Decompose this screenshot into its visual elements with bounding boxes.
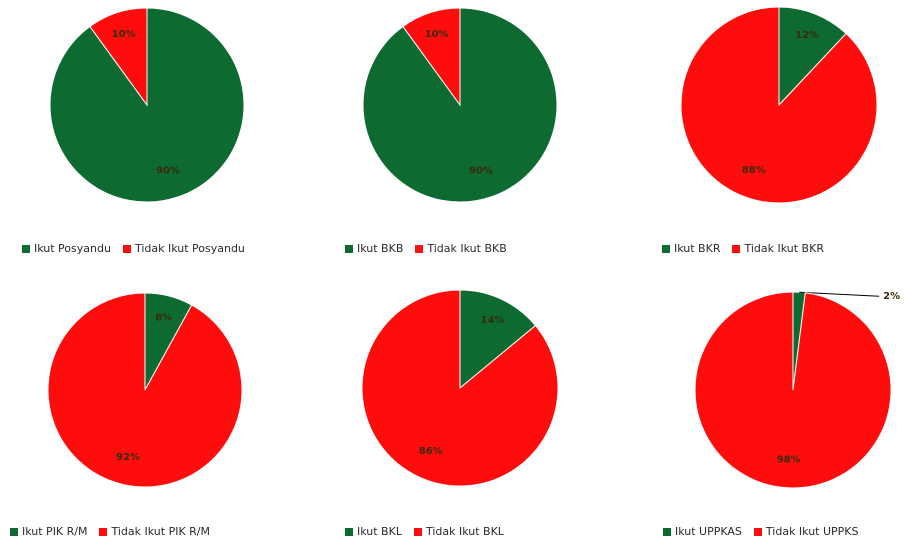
pie-slice-tidak bbox=[361, 289, 559, 487]
legend-swatch bbox=[10, 527, 18, 536]
legend-entry-tidak: Tidak Ikut Posyandu bbox=[122, 242, 245, 255]
pie-slice-tidak bbox=[402, 7, 461, 107]
legend-label: Ikut PIK R/M bbox=[22, 525, 88, 538]
legend-label: Ikut UPPKAS bbox=[675, 525, 742, 538]
legend-swatch bbox=[413, 527, 422, 536]
legend-entry-tidak: Tidak Ikut UPPKS bbox=[753, 525, 859, 538]
legend-entry-tidak: Tidak Ikut BKR bbox=[732, 242, 824, 255]
chart-legend: Ikut UPPKAS Tidak Ikut UPPKS bbox=[663, 525, 871, 538]
legend-label: Tidak Ikut BKB bbox=[427, 242, 507, 255]
pie-slice-tidak bbox=[89, 7, 148, 107]
legend-swatch bbox=[415, 244, 424, 253]
chart-legend: Ikut BKB Tidak Ikut BKB bbox=[345, 242, 519, 255]
slice-value-label: 90% bbox=[156, 166, 180, 177]
legend-entry-tidak: Tidak Ikut BKL bbox=[413, 525, 504, 538]
legend-swatch bbox=[663, 527, 671, 536]
slice-value-label: 8% bbox=[155, 313, 172, 324]
pie-slice-tidak bbox=[694, 291, 892, 489]
legend-swatch bbox=[753, 527, 762, 536]
legend-swatch bbox=[122, 244, 131, 253]
chart-legend: Ikut BKL Tidak Ikut BKL bbox=[345, 525, 516, 538]
slice-value-label: 14% bbox=[481, 315, 505, 326]
pie-slice-tidak bbox=[680, 6, 878, 204]
legend-label: Tidak Ikut PIK R/M bbox=[111, 525, 210, 538]
legend-label: Ikut BKL bbox=[357, 525, 402, 538]
legend-swatch bbox=[345, 244, 353, 253]
legend-label: Tidak Ikut Posyandu bbox=[134, 242, 245, 255]
pie-slice-ikut bbox=[459, 289, 537, 390]
legend-swatch bbox=[662, 244, 670, 253]
legend-label: Ikut BKR bbox=[674, 242, 721, 255]
legend-entry-tidak: Tidak Ikut BKB bbox=[415, 242, 507, 255]
legend-swatch bbox=[345, 527, 353, 536]
slice-value-label: 10% bbox=[425, 29, 449, 40]
legend-label: Tidak Ikut UPPKS bbox=[765, 525, 859, 538]
chart-legend: Ikut Posyandu Tidak Ikut Posyandu bbox=[22, 242, 257, 255]
legend-swatch bbox=[732, 244, 741, 253]
legend-entry-ikut: Ikut BKB bbox=[345, 242, 403, 255]
legend-label: Ikut BKB bbox=[357, 242, 404, 255]
legend-swatch bbox=[99, 527, 108, 536]
legend-entry-ikut: Ikut BKR bbox=[662, 242, 720, 255]
legend-entry-ikut: Ikut UPPKAS bbox=[663, 525, 742, 538]
slice-value-label: 10% bbox=[112, 29, 136, 40]
legend-entry-tidak: Tidak Ikut PIK R/M bbox=[99, 525, 210, 538]
leader-line bbox=[799, 291, 880, 297]
legend-entry-ikut: Ikut PIK R/M bbox=[10, 525, 87, 538]
slice-value-label: 2% bbox=[883, 291, 900, 302]
legend-entry-ikut: Ikut BKL bbox=[345, 525, 402, 538]
legend-label: Ikut Posyandu bbox=[34, 242, 111, 255]
slice-value-label: 86% bbox=[419, 446, 443, 457]
chart-legend: Ikut BKR Tidak Ikut BKR bbox=[662, 242, 836, 255]
slice-value-label: 98% bbox=[777, 455, 801, 466]
slice-value-label: 90% bbox=[469, 166, 493, 177]
legend-entry-ikut: Ikut Posyandu bbox=[22, 242, 111, 255]
pie-slice-ikut bbox=[778, 6, 847, 107]
legend-swatch bbox=[22, 244, 30, 253]
legend-label: Tidak Ikut BKL bbox=[425, 525, 504, 538]
chart-legend: Ikut PIK R/M Tidak Ikut PIK R/M bbox=[10, 525, 222, 538]
pie-slice-tidak bbox=[47, 292, 243, 488]
slice-value-label: 92% bbox=[116, 452, 140, 463]
slice-value-label: 88% bbox=[742, 165, 766, 176]
slice-value-label: 12% bbox=[795, 30, 819, 41]
legend-label: Tidak Ikut BKR bbox=[744, 242, 824, 255]
